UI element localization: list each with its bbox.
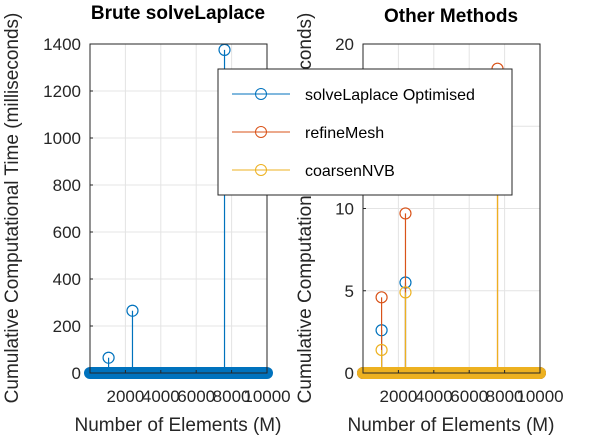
- y-tick-label: 600: [53, 223, 81, 242]
- x-tick-label: 6000: [177, 387, 215, 406]
- x-tick-label: 4000: [415, 387, 453, 406]
- y-tick-label: 800: [53, 176, 81, 195]
- stem-marker: [375, 343, 388, 357]
- axes-frame: [89, 43, 268, 374]
- legend-entry-coarsennvb: coarsenNVB: [232, 163, 395, 180]
- y-tick-label: 0: [345, 364, 354, 383]
- y-tick-label: 1400: [43, 35, 81, 54]
- y-axis-label: Cumulative Computational Time (milliseco…: [2, 13, 23, 404]
- x-tick-label: 4000: [142, 387, 180, 406]
- x-tick-label: 10000: [516, 387, 563, 406]
- stem-marker: [102, 351, 115, 364]
- stem-marker: [126, 304, 139, 317]
- y-tick-label: 0: [72, 364, 81, 383]
- legend-marker: [255, 126, 267, 138]
- chart-title: Brute solveLaplace: [91, 3, 265, 24]
- stem-marker: [399, 207, 412, 220]
- y-tick-label: 200: [53, 317, 81, 336]
- legend-marker: [255, 88, 267, 100]
- y-tick-label: 400: [53, 270, 81, 289]
- y-tick-label: 1200: [43, 82, 81, 101]
- x-axis-label: Number of Elements (M): [348, 415, 555, 436]
- x-tick-label: 2000: [106, 387, 144, 406]
- x-tick-label: 8000: [213, 387, 251, 406]
- legend-entry-solvelaplace-optimised: solveLaplace Optimised: [232, 87, 475, 104]
- x-tick-label: 10000: [243, 387, 290, 406]
- y-tick-label: 20: [335, 35, 354, 54]
- x-tick-label: 8000: [486, 387, 524, 406]
- legend-entry-refinemesh: refineMesh: [232, 125, 384, 142]
- axes-box: [89, 43, 268, 374]
- legend-label: coarsenNVB: [305, 163, 395, 180]
- y-tick-label: 10: [335, 200, 354, 219]
- legend-marker: [255, 164, 267, 176]
- x-tick-label: 6000: [450, 387, 488, 406]
- stem-marker: [399, 286, 412, 299]
- legend-label: refineMesh: [305, 125, 384, 142]
- legend: solveLaplace Optimised refineMesh coarse…: [217, 68, 513, 196]
- axes-box: [362, 43, 541, 374]
- x-axis-label: Number of Elements (M): [75, 415, 282, 436]
- x-tick-label: 2000: [379, 387, 417, 406]
- chart-title: Other Methods: [384, 6, 518, 27]
- stem-marker: [375, 291, 388, 304]
- y-tick-label: 5: [345, 282, 354, 301]
- legend-label: solveLaplace Optimised: [305, 87, 475, 104]
- y-tick-label: 1000: [43, 129, 81, 148]
